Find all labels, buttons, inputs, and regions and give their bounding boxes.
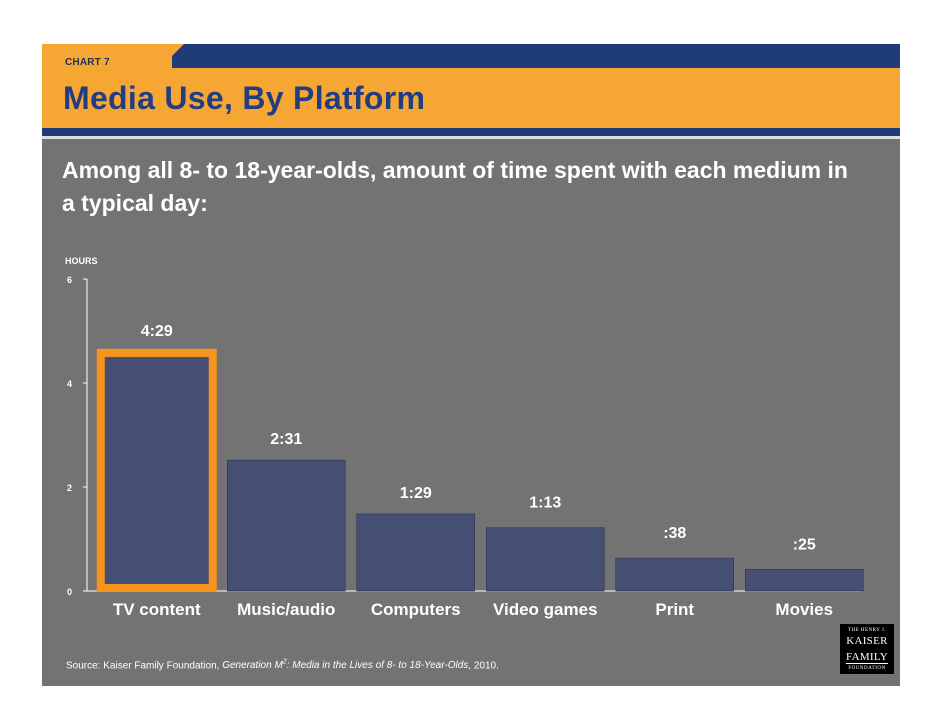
y-tick-label: 6: [67, 275, 72, 285]
bar: [615, 557, 734, 592]
source-title: Generation M2: Media in the Lives of 8- …: [222, 659, 469, 672]
bar: [97, 357, 216, 592]
logo-line1: THE HENRY J.: [847, 628, 887, 633]
chart-tab: [42, 44, 172, 68]
source-title-part2: : Media in the Lives of 8- to 18-Year-Ol…: [286, 660, 469, 672]
data-label: 1:13: [529, 495, 561, 512]
source-title-part1: Generation M: [222, 660, 283, 672]
chart-tag: CHART 7: [65, 57, 110, 68]
x-tick-label: TV content: [113, 600, 201, 619]
x-tick-label: Movies: [775, 600, 833, 619]
data-label: :25: [793, 536, 816, 553]
slide: CHART 7 Media Use, By Platform Among all…: [42, 44, 900, 686]
bar: [486, 527, 605, 592]
title-underline: [42, 128, 900, 136]
data-label: 4:29: [141, 323, 173, 340]
y-tick-label: 2: [67, 483, 72, 493]
chart-tab-slant: [160, 44, 184, 68]
x-tick-label: Computers: [371, 600, 461, 619]
logo-line2: KAISER: [846, 635, 888, 647]
chart-subtitle: Among all 8- to 18-year-olds, amount of …: [62, 157, 848, 216]
source-superscript: 2: [282, 659, 287, 666]
bar: [356, 513, 475, 592]
bar-highlight-frame: [96, 348, 217, 592]
data-label: 2:31: [270, 431, 302, 448]
kaiser-logo: THE HENRY J. KAISER FAMILY FOUNDATION: [840, 624, 894, 674]
title-band: [42, 68, 900, 128]
title-underline-light: [42, 136, 900, 139]
data-label: :38: [663, 525, 686, 542]
header-strip: [42, 44, 900, 68]
y-tick-label: 0: [67, 587, 72, 597]
y-tick-label: 4: [67, 379, 72, 389]
bar: [227, 459, 346, 592]
source-prefix: Source: Kaiser Family Foundation,: [66, 660, 223, 672]
data-label: 1:29: [400, 485, 432, 502]
x-tick-label: Print: [655, 600, 694, 619]
y-axis-label: HOURS: [65, 256, 98, 266]
logo-line3: FAMILY: [845, 651, 889, 664]
page-title: Media Use, By Platform: [63, 80, 426, 116]
source-suffix: , 2010.: [468, 660, 499, 672]
bar-chart: 0 2 4 6 4:29 TV content 2:31 Music/audio 1:29 Com…: [67, 275, 864, 619]
logo-line4: FOUNDATION: [848, 666, 886, 671]
bar: [745, 569, 864, 592]
x-tick-label: Music/audio: [237, 600, 335, 619]
x-tick-label: Video games: [493, 600, 598, 619]
source-note: Source: Kaiser Family Foundation, Genera…: [66, 659, 499, 671]
